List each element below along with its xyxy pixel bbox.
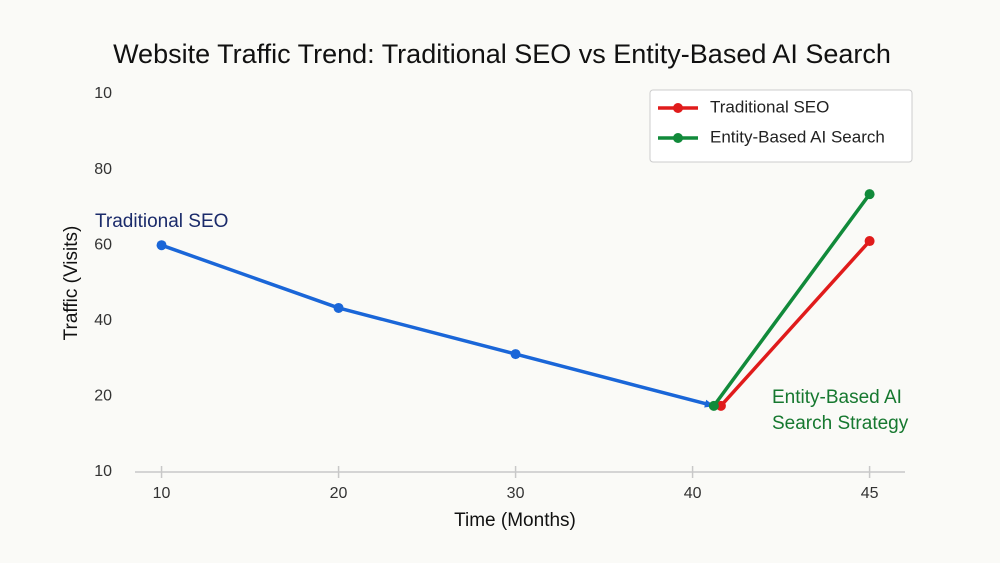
y-tick-label: 40 <box>94 312 112 329</box>
data-point <box>510 349 521 360</box>
annotation: Entity-Based AI <box>772 387 902 408</box>
annotation: Traditional SEO <box>95 211 228 232</box>
data-point <box>715 400 726 411</box>
legend-label: Entity-Based AI Search <box>710 127 885 146</box>
legend-label: Traditional SEO <box>710 97 829 116</box>
x-tick-label: 10 <box>153 485 171 502</box>
series-line <box>719 239 871 408</box>
legend-marker <box>673 103 683 113</box>
series-line <box>160 243 715 408</box>
data-point <box>156 240 167 251</box>
y-tick-label: 10 <box>94 85 112 102</box>
x-tick-label: 20 <box>330 485 348 502</box>
data-point <box>864 236 875 247</box>
x-tick-label: 40 <box>684 485 702 502</box>
chart-title: Website Traffic Trend: Traditional SEO v… <box>113 39 891 69</box>
data-point <box>333 302 344 313</box>
y-tick-label: 20 <box>94 388 112 405</box>
y-tick-label: 80 <box>94 161 112 178</box>
y-tick-label: 60 <box>94 236 112 253</box>
x-axis-label: Time (Months) <box>454 510 576 531</box>
annotation: Search Strategy <box>772 413 909 434</box>
y-tick-label: 10 <box>94 463 112 480</box>
data-point <box>708 400 719 411</box>
y-axis-label: Traffic (Visits) <box>61 226 82 341</box>
data-point <box>864 189 875 200</box>
legend-box <box>649 89 913 163</box>
legend-marker <box>673 133 683 143</box>
series-line <box>712 193 872 407</box>
x-tick-label: 30 <box>507 485 525 502</box>
x-tick-label: 45 <box>861 485 879 502</box>
